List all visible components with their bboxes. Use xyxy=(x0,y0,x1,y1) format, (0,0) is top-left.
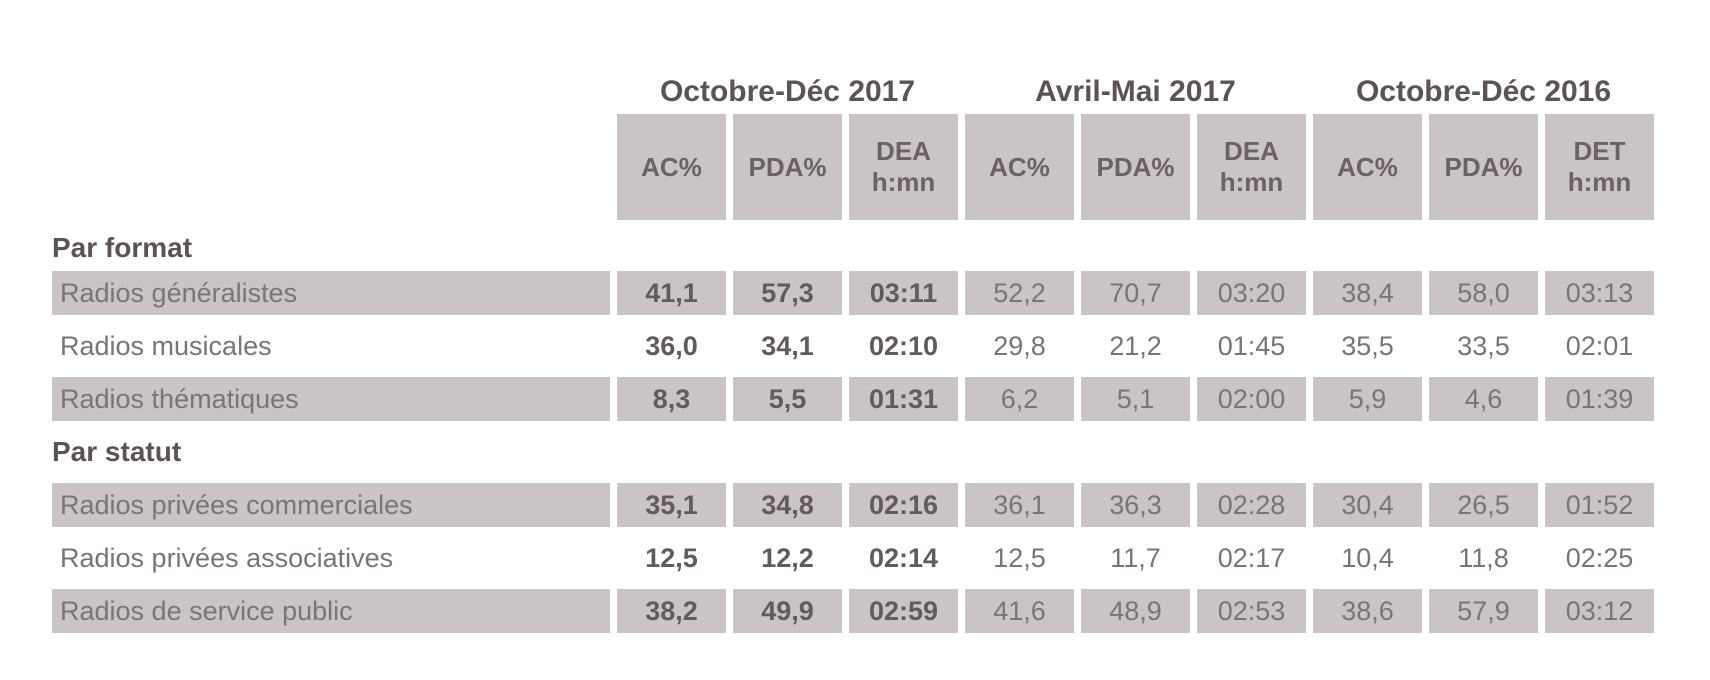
row-label: Radios thématiques xyxy=(52,377,610,421)
data-cell: 6,2 xyxy=(965,377,1074,421)
data-cell: 48,9 xyxy=(1081,589,1190,633)
column-header-ac-3: AC% xyxy=(1313,114,1422,220)
data-cell: 5,1 xyxy=(1081,377,1190,421)
data-cell: 58,0 xyxy=(1429,271,1538,315)
data-cell: 26,5 xyxy=(1429,483,1538,527)
table-row-radios-generalistes: Radios généralistes 41,1 57,3 03:11 52,2… xyxy=(52,271,1661,315)
data-cell: 41,1 xyxy=(617,271,726,315)
data-cell: 21,2 xyxy=(1109,331,1162,361)
column-header-ac-1: AC% xyxy=(617,114,726,220)
data-cell: 5,9 xyxy=(1313,377,1422,421)
data-cell: 52,2 xyxy=(965,271,1074,315)
data-cell: 02:17 xyxy=(1217,543,1286,573)
data-cell: 12,5 xyxy=(645,543,698,573)
row-label: Radios privées associatives xyxy=(60,543,394,573)
column-header-ac-2: AC% xyxy=(965,114,1074,220)
data-cell: 38,6 xyxy=(1313,589,1422,633)
period-header-oct-dec-2017: Octobre-Déc 2017 xyxy=(659,75,916,108)
data-cell: 02:01 xyxy=(1565,331,1634,361)
table-row-radios-privees-commerciales: Radios privées commerciales 35,1 34,8 02… xyxy=(52,483,1661,527)
data-cell: 02:00 xyxy=(1197,377,1306,421)
data-cell: 02:10 xyxy=(868,331,939,361)
column-header-dea-1: DEA h:mn xyxy=(849,114,958,220)
data-cell: 36,1 xyxy=(965,483,1074,527)
column-header-pda-1: PDA% xyxy=(733,114,842,220)
period-header-oct-dec-2016: Octobre-Déc 2016 xyxy=(1355,75,1612,108)
data-cell: 03:20 xyxy=(1197,271,1306,315)
column-header-spacer xyxy=(52,114,610,220)
data-cell: 02:25 xyxy=(1565,543,1634,573)
data-cell: 12,2 xyxy=(761,543,814,573)
table-row-radios-privees-associatives: Radios privées associatives 12,5 12,2 02… xyxy=(52,536,1661,580)
data-cell: 5,5 xyxy=(733,377,842,421)
data-cell: 03:12 xyxy=(1545,589,1654,633)
data-cell: 70,7 xyxy=(1081,271,1190,315)
data-cell: 57,9 xyxy=(1429,589,1538,633)
data-cell: 12,5 xyxy=(993,543,1046,573)
data-cell: 34,8 xyxy=(733,483,842,527)
table-row-radios-thematiques: Radios thématiques 8,3 5,5 01:31 6,2 5,1… xyxy=(52,377,1661,421)
data-cell: 4,6 xyxy=(1429,377,1538,421)
column-header-dea-2: DEA h:mn xyxy=(1197,114,1306,220)
column-header-det-3: DET h:mn xyxy=(1545,114,1654,220)
table-row-radios-musicales: Radios musicales 36,0 34,1 02:10 29,8 21… xyxy=(52,324,1661,368)
period-header-row: Octobre-Déc 2017 Avril-Mai 2017 Octobre-… xyxy=(52,70,1661,114)
row-label: Radios musicales xyxy=(60,331,272,361)
data-cell: 49,9 xyxy=(733,589,842,633)
data-cell: 02:53 xyxy=(1197,589,1306,633)
data-cell: 35,5 xyxy=(1341,331,1394,361)
column-header-pda-3: PDA% xyxy=(1429,114,1538,220)
data-cell: 01:45 xyxy=(1217,331,1286,361)
row-label: Radios privées commerciales xyxy=(52,483,610,527)
section-title-par-statut: Par statut xyxy=(52,436,182,467)
data-cell: 35,1 xyxy=(617,483,726,527)
data-cell: 36,0 xyxy=(645,331,698,361)
data-cell: 11,7 xyxy=(1110,543,1161,573)
data-cell: 02:28 xyxy=(1197,483,1306,527)
data-cell: 01:31 xyxy=(849,377,958,421)
data-cell: 36,3 xyxy=(1081,483,1190,527)
data-cell: 03:13 xyxy=(1545,271,1654,315)
data-cell: 57,3 xyxy=(733,271,842,315)
table-row-radios-de-service-public: Radios de service public 38,2 49,9 02:59… xyxy=(52,589,1661,633)
data-cell: 30,4 xyxy=(1313,483,1422,527)
data-cell: 38,2 xyxy=(617,589,726,633)
row-label: Radios généralistes xyxy=(52,271,610,315)
column-header-row: AC% PDA% DEA h:mn AC% PDA% DEA h:mn AC% PD… xyxy=(52,114,1661,220)
data-cell: 01:39 xyxy=(1545,377,1654,421)
data-cell: 38,4 xyxy=(1313,271,1422,315)
period-header-avril-mai-2017: Avril-Mai 2017 xyxy=(1035,75,1236,108)
data-cell: 29,8 xyxy=(993,331,1046,361)
row-label: Radios de service public xyxy=(52,589,610,633)
data-cell: 03:11 xyxy=(849,271,958,315)
data-cell: 02:14 xyxy=(868,543,939,573)
radio-audience-table: Octobre-Déc 2017 Avril-Mai 2017 Octobre-… xyxy=(52,70,1661,633)
column-header-pda-2: PDA% xyxy=(1081,114,1190,220)
data-cell: 02:16 xyxy=(849,483,958,527)
data-cell: 41,6 xyxy=(965,589,1074,633)
data-cell: 11,8 xyxy=(1458,543,1509,573)
data-cell: 8,3 xyxy=(617,377,726,421)
data-cell: 10,4 xyxy=(1341,543,1394,573)
data-cell: 33,5 xyxy=(1457,331,1510,361)
data-cell: 34,1 xyxy=(761,331,814,361)
data-cell: 01:52 xyxy=(1545,483,1654,527)
section-title-par-format: Par format xyxy=(52,232,193,263)
data-cell: 02:59 xyxy=(849,589,958,633)
